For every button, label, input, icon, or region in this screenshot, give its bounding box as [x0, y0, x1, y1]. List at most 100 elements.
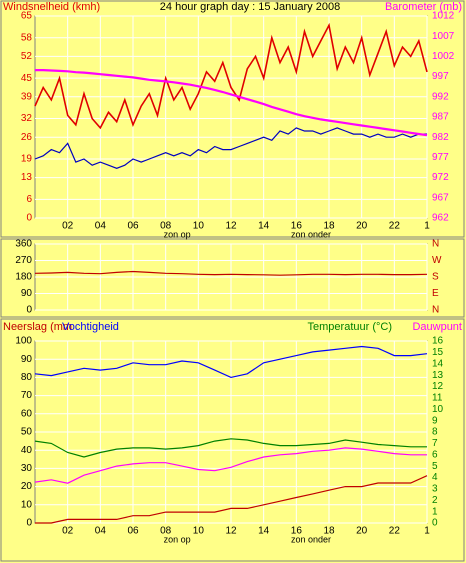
y2-tick-label: 2 [432, 495, 438, 506]
y2-tick-label: W [432, 255, 442, 266]
series-line [34, 270, 428, 276]
y2-tick-label: E [432, 288, 439, 299]
x-tick-label: 16 [291, 526, 303, 537]
series-line [34, 438, 427, 458]
y2-tick-label: 997 [432, 71, 449, 82]
x-tick-label: 08 [160, 221, 172, 232]
x-tick-label: 16 [291, 221, 303, 232]
y-tick-label: 90 [21, 288, 33, 299]
y2-tick-label: 962 [432, 213, 449, 224]
y2-tick-label: N [432, 305, 439, 316]
y-tick-label: 180 [15, 272, 32, 283]
y-tick-label: 45 [21, 73, 33, 84]
y-tick-label: 270 [15, 255, 32, 266]
y-axis-label: Windsnelheid (kmh) [3, 1, 100, 13]
series-line [35, 475, 428, 524]
y2-tick-label: 12 [432, 381, 444, 392]
y2-tick-label: 15 [432, 347, 444, 358]
y2-tick-label: 4 [432, 472, 438, 483]
y-tick-label: 39 [21, 91, 33, 102]
x-tick-label: 12 [225, 526, 237, 537]
y2-tick-label: 992 [432, 91, 449, 102]
y2-tick-label: 5 [432, 461, 438, 472]
y2-tick-label: 16 [432, 336, 444, 347]
y-tick-label: 32 [21, 113, 33, 124]
y2-axis-label: Barometer (mb) [385, 1, 462, 13]
x-tick-label: 18 [323, 526, 335, 537]
y2-tick-label: 972 [432, 172, 449, 183]
panel-frame [0, 238, 465, 318]
y2-tick-label: 13 [432, 370, 444, 381]
annotation: zon op [164, 534, 191, 544]
y-tick-label: 0 [26, 518, 32, 529]
y2-tick-label: 987 [432, 112, 449, 123]
y-tick-label: 65 [21, 11, 33, 22]
y-tick-label: 0 [26, 213, 32, 224]
y-tick-label: 19 [21, 154, 33, 165]
x-tick-label: 14 [258, 526, 270, 537]
x-tick-label: 04 [95, 221, 107, 232]
y2-tick-label: 1012 [432, 11, 455, 22]
x-tick-label: 1 [424, 221, 430, 232]
series-line [34, 345, 428, 379]
x-tick-label: 06 [127, 526, 139, 537]
chart-title: 24 hour graph day : 15 January 2008 [160, 1, 340, 13]
x-tick-label: 14 [258, 221, 270, 232]
y2-tick-label: 14 [432, 358, 444, 369]
x-tick-label: 10 [193, 221, 205, 232]
y-tick-label: 0 [26, 305, 32, 316]
x-tick-label: 20 [356, 526, 368, 537]
legend-label: Temperatuur (°C) [308, 321, 392, 333]
y2-tick-label: 8 [432, 427, 438, 438]
annotation: zon onder [291, 534, 331, 544]
y-tick-label: 30 [21, 463, 33, 474]
y2-tick-label: 0 [432, 518, 438, 529]
y2-tick-label: 3 [432, 484, 438, 495]
y-tick-label: 6 [26, 194, 32, 205]
y-tick-label: 13 [21, 172, 33, 183]
x-tick-label: 22 [389, 526, 401, 537]
y2-tick-label: 9 [432, 415, 438, 426]
y2-tick-label: 7 [432, 438, 438, 449]
y-tick-label: 20 [21, 481, 33, 492]
y-tick-label: 360 [15, 239, 32, 250]
legend-label: Vochtigheid [62, 321, 119, 333]
y2-tick-label: N [432, 239, 439, 250]
y2-tick-label: 982 [432, 132, 449, 143]
y2-tick-label: 1002 [432, 51, 455, 62]
legend-label: Dauwpunt [412, 321, 462, 333]
y2-tick-label: 11 [432, 393, 443, 404]
y-tick-label: 26 [21, 132, 33, 143]
y2-tick-label: 6 [432, 449, 438, 460]
y2-tick-label: 1 [432, 506, 438, 517]
series-line [35, 69, 428, 137]
y-tick-label: 58 [21, 32, 33, 43]
y-tick-label: 90 [21, 354, 33, 365]
x-tick-label: 12 [225, 221, 237, 232]
x-tick-label: 08 [160, 526, 172, 537]
x-tick-label: 1 [424, 526, 430, 537]
y2-tick-label: 1007 [432, 31, 455, 42]
legend-label: Neerslag (mm [3, 321, 72, 333]
x-tick-label: 10 [193, 526, 205, 537]
x-tick-label: 06 [127, 221, 139, 232]
panel-frame [0, 0, 465, 238]
y-tick-label: 70 [21, 390, 33, 401]
x-tick-label: 22 [389, 221, 401, 232]
y-tick-label: 60 [21, 408, 33, 419]
y-tick-label: 52 [21, 51, 33, 62]
x-tick-label: 02 [62, 221, 74, 232]
series-line [34, 22, 428, 130]
y-tick-label: 10 [21, 499, 33, 510]
series-line [34, 447, 427, 484]
y-tick-label: 100 [15, 336, 32, 347]
y2-tick-label: 967 [432, 192, 449, 203]
x-tick-label: 18 [323, 221, 335, 232]
annotation: zon op [164, 229, 191, 239]
panel-frame [0, 318, 465, 562]
x-tick-label: 04 [95, 526, 107, 537]
series-line [34, 127, 427, 169]
y-tick-label: 40 [21, 445, 33, 456]
y2-tick-label: 977 [432, 152, 449, 163]
